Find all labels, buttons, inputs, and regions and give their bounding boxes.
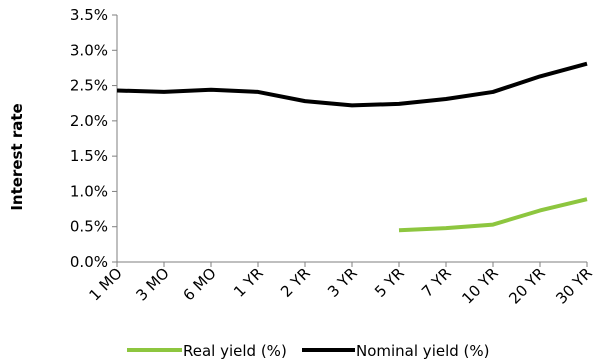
y-tick-label: 2.0% bbox=[70, 112, 108, 130]
x-tick-label: 1 YR bbox=[230, 264, 267, 301]
series-line-nominal-yield bbox=[116, 61, 588, 108]
y-tick-label: 3.5% bbox=[70, 6, 108, 24]
x-tick-label: 7 YR bbox=[418, 264, 455, 301]
series-layer bbox=[116, 61, 588, 233]
y-tick-label: 0.5% bbox=[70, 218, 108, 236]
y-tick-label: 1.5% bbox=[70, 147, 108, 165]
series-line-real-yield bbox=[398, 197, 588, 233]
y-axis-title: Interest rate bbox=[8, 103, 26, 210]
x-tick-label: 10 YR bbox=[458, 264, 501, 307]
x-tick-label: 3 YR bbox=[324, 264, 361, 301]
y-tick-label: 1.0% bbox=[70, 182, 108, 200]
x-tick-label: 5 YR bbox=[371, 264, 408, 301]
x-tick-label: 3 MO bbox=[132, 264, 172, 304]
legend: Real yield (%) Nominal yield (%) bbox=[127, 342, 490, 360]
x-tick-label: 30 YR bbox=[552, 264, 595, 307]
x-tick-label: 2 YR bbox=[277, 264, 314, 301]
y-tick-label: 2.5% bbox=[70, 77, 108, 95]
y-tick-label: 3.0% bbox=[70, 41, 108, 59]
y-tick-label: 0.0% bbox=[70, 253, 108, 271]
axes bbox=[116, 15, 587, 263]
legend-label-nominal-yield: Nominal yield (%) bbox=[356, 342, 490, 360]
legend-label-real-yield: Real yield (%) bbox=[183, 342, 287, 360]
x-tick-label: 6 MO bbox=[179, 264, 219, 304]
x-tick-label: 20 YR bbox=[505, 264, 548, 307]
y-axis-ticks: 0.0% 0.5% 1.0% 1.5% 2.0% 2.5% 3.0% 3.5% bbox=[70, 6, 117, 271]
x-axis-ticks: 1 MO 3 MO 6 MO 1 YR 2 YR 3 YR 5 YR 7 YR 10 YR 20 … bbox=[85, 262, 596, 308]
